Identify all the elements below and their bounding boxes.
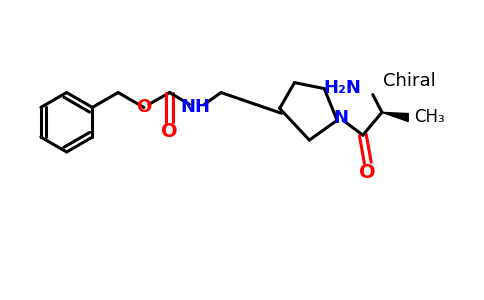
Text: H₂N: H₂N <box>323 79 361 97</box>
Text: O: O <box>161 122 178 141</box>
Text: Chiral: Chiral <box>383 72 436 90</box>
Text: N: N <box>333 109 348 127</box>
Text: NH: NH <box>181 98 211 116</box>
Text: O: O <box>136 98 151 116</box>
Polygon shape <box>382 112 408 122</box>
Text: O: O <box>360 163 376 182</box>
Text: CH₃: CH₃ <box>414 107 445 125</box>
